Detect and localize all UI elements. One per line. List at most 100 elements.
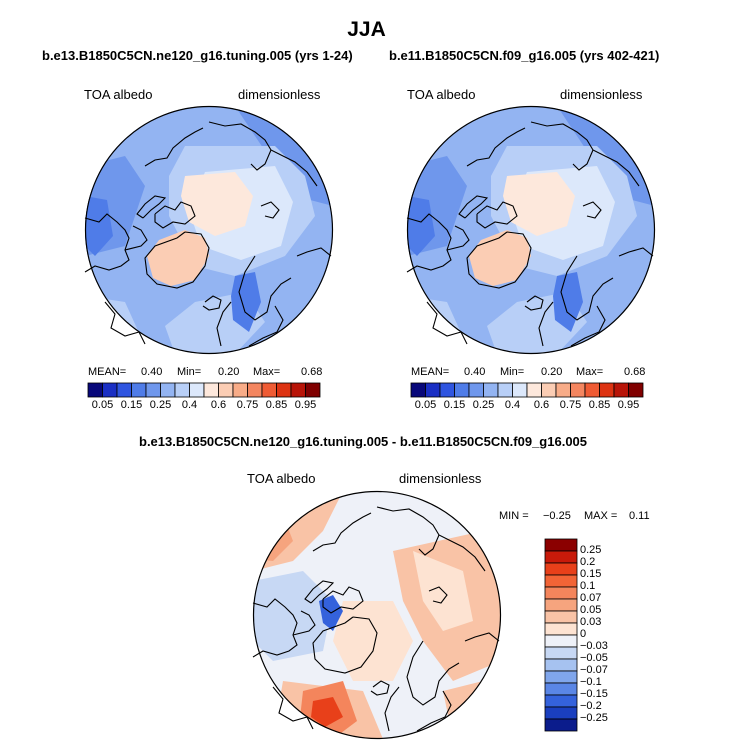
panel3-colorbar-tick: 0.15 <box>580 568 602 580</box>
panel3-map <box>252 490 502 740</box>
coastline-9 <box>216 301 232 347</box>
panel3-colorbar-box-15 <box>544 718 578 732</box>
coastline-4 <box>446 225 470 251</box>
panel3-colorbar-tick: 0.05 <box>580 604 602 616</box>
panel2-colorbar-tick: 0.15 <box>443 399 466 411</box>
map-boundary <box>406 105 656 355</box>
panel3-colorbar-box-2 <box>544 562 578 576</box>
panel1-min-label: Min= <box>177 366 202 378</box>
panel1-max-label: Max= <box>253 366 281 378</box>
coastline-2 <box>458 195 489 219</box>
panel3-colorbar-tick: −0.15 <box>580 688 608 700</box>
panel3-colorbar-box-4 <box>544 586 578 600</box>
coastline-12 <box>104 301 146 345</box>
panel3-colorbar-box-12 <box>544 682 578 696</box>
coastline-3 <box>406 213 452 273</box>
panel1-colorbar-tick: 0.15 <box>120 399 143 411</box>
panel3-colorbar-box-0 <box>544 538 578 552</box>
coastline-3 <box>252 598 298 658</box>
panel2-colorbar-box-12 <box>584 382 600 398</box>
panel3-max-label: MAX = <box>584 510 618 522</box>
panel2-min-value: 0.20 <box>541 366 563 378</box>
coastline-10 <box>570 305 606 347</box>
panel3-colorbar-box-13 <box>544 694 578 708</box>
panel3-colorbar-tick: 0.2 <box>580 556 596 568</box>
panel1-colorbar-tick: 0.85 <box>265 399 288 411</box>
coastline-10 <box>248 305 284 347</box>
map-field <box>253 491 501 739</box>
coastline-13 <box>296 247 332 257</box>
panel1-colorbar-box-15 <box>305 382 321 398</box>
panel3-max-value: 0.11 <box>629 510 650 522</box>
panel3-colorbar-tick: −0.07 <box>580 664 608 676</box>
field-arctic-ice <box>181 172 253 236</box>
panel2-colorbar-box-0 <box>410 382 426 398</box>
panel2-colorbar-box-11 <box>570 382 586 398</box>
coastline-7 <box>250 149 272 171</box>
coastline-0 <box>466 231 532 289</box>
coastline-11 <box>370 680 390 696</box>
map-field <box>407 106 655 354</box>
panel2-colorbar <box>410 382 644 398</box>
panel1-colorbar-box-5 <box>160 382 176 398</box>
coastline-11 <box>202 295 222 311</box>
panel2-colorbar-box-9 <box>541 382 557 398</box>
panel2-units-label: dimensionless <box>560 87 643 102</box>
panel1-colorbar-box-11 <box>247 382 263 398</box>
panel2-colorbar-box-7 <box>512 382 528 398</box>
coastline-2 <box>136 195 167 219</box>
panel2-mean-label: MEAN= <box>411 366 450 378</box>
coastline-7 <box>572 149 594 171</box>
coastline-4 <box>292 610 316 636</box>
panel2-subtitle: b.e11.B1850C5CN.f09_g16.005 (yrs 402-421… <box>389 48 660 63</box>
coastline-6 <box>530 121 640 187</box>
panel3-colorbar <box>544 538 578 732</box>
panel2-colorbar-tick: 0.75 <box>559 399 582 411</box>
coastline-14 <box>582 201 602 219</box>
panel2-mean-value: 0.40 <box>464 366 486 378</box>
coastline-7 <box>418 534 440 556</box>
panel3-colorbar-box-9 <box>544 646 578 660</box>
panel2-max-label: Max= <box>576 366 604 378</box>
panel2-colorbar-box-8 <box>526 382 542 398</box>
coastline-0 <box>144 231 210 289</box>
panel1-colorbar-box-1 <box>102 382 118 398</box>
coastline-13 <box>464 632 500 642</box>
panel1-colorbar-box-13 <box>276 382 292 398</box>
panel3-colorbar-box-7 <box>544 622 578 636</box>
panel2-variable-label: TOA albedo <box>407 87 476 102</box>
panel2-colorbar-box-5 <box>483 382 499 398</box>
field-eurasia <box>587 256 655 354</box>
panel1-colorbar-box-10 <box>232 382 248 398</box>
panel1-subtitle: b.e13.B1850C5CN.ne120_g16.tuning.005 (yr… <box>42 48 353 63</box>
coastline-12 <box>426 301 468 345</box>
panel1-colorbar-box-6 <box>174 382 190 398</box>
coastline-8 <box>560 255 614 321</box>
coastline-1 <box>154 201 196 229</box>
panel3-colorbar-box-1 <box>544 550 578 564</box>
map-boundary <box>84 105 334 355</box>
field-eurasia <box>265 256 333 354</box>
coastline-8 <box>238 255 292 321</box>
field-greenland <box>147 230 209 286</box>
panel2-colorbar-tick: 0.25 <box>472 399 495 411</box>
panel1-colorbar-tick: 0.95 <box>294 399 317 411</box>
panel1-colorbar-box-0 <box>87 382 103 398</box>
panel2-colorbar-box-14 <box>613 382 629 398</box>
panel2-colorbar-tick: 0.4 <box>504 399 521 411</box>
panel1-colorbar-tick: 0.05 <box>91 399 114 411</box>
map-field <box>85 106 333 354</box>
panel1-colorbar-box-4 <box>145 382 161 398</box>
panel2-colorbar-box-1 <box>425 382 441 398</box>
panel3-colorbar-tick: 0 <box>580 628 587 640</box>
panel1-max-value: 0.68 <box>301 366 323 378</box>
diff-europe-pos <box>443 681 501 739</box>
panel2-colorbar-box-6 <box>497 382 513 398</box>
panel3-colorbar-tick: 0.1 <box>580 580 596 592</box>
panel3-colorbar-box-3 <box>544 574 578 588</box>
panel3-colorbar-tick: 0.07 <box>580 592 602 604</box>
panel1-colorbar-tick: 0.25 <box>149 399 172 411</box>
panel1-units-label: dimensionless <box>238 87 321 102</box>
coastline-1 <box>476 201 518 229</box>
panel3-colorbar-tick: −0.25 <box>580 712 608 724</box>
